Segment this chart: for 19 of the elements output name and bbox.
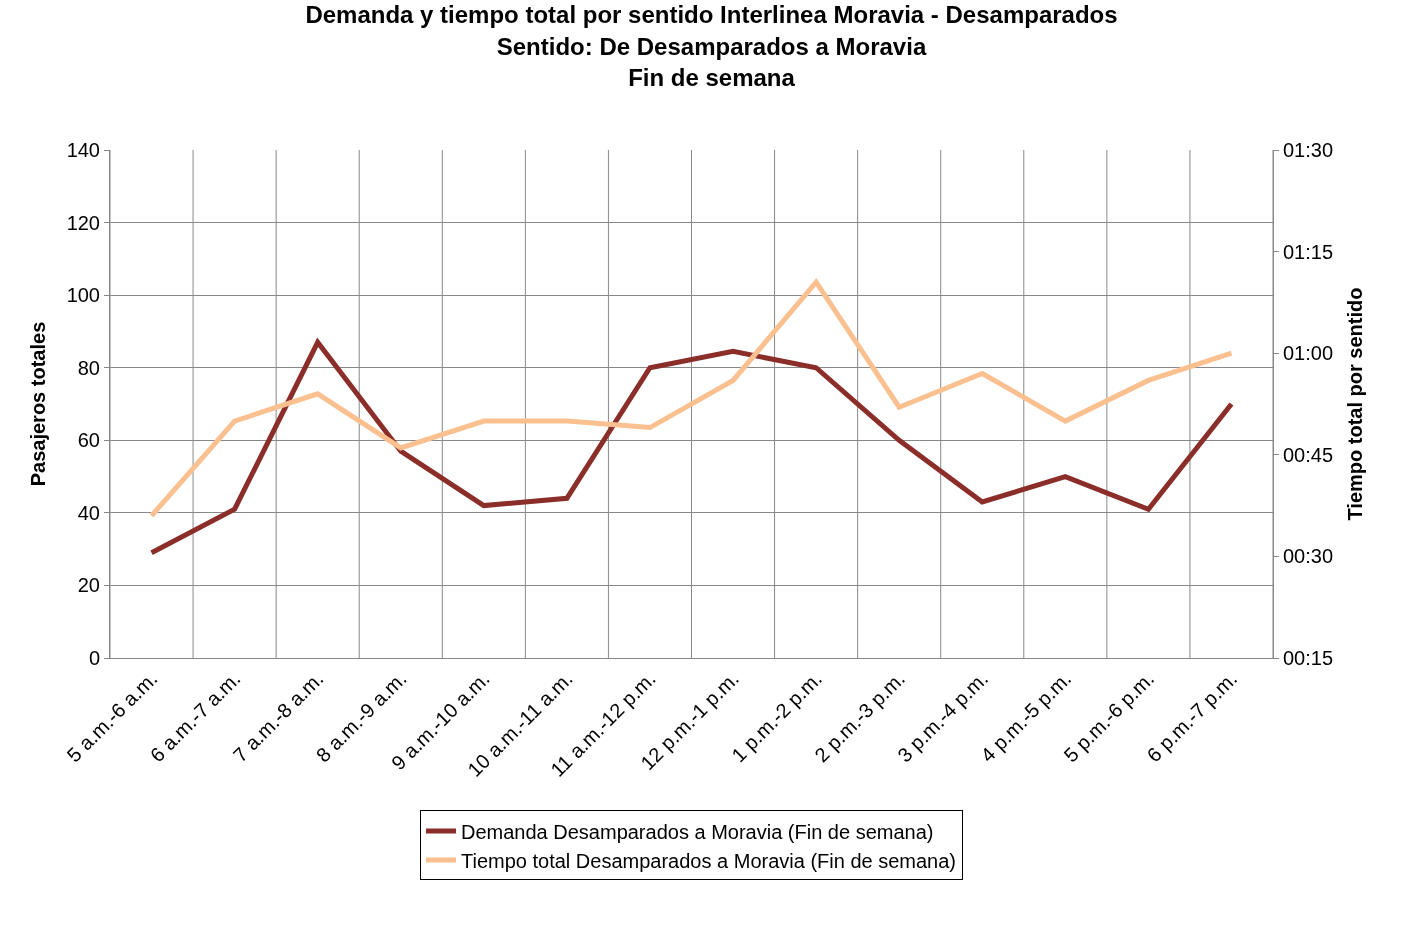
y2-tick-label: 00:15 [1283,647,1334,669]
y-tick-label: 120 [66,211,100,234]
y-tick-label: 100 [66,284,100,307]
y2-axis-title: Tiempo total por sentido [1343,287,1366,521]
y2-tick-label: 01:15 [1283,240,1334,263]
legend-label: Tiempo total Desamparados a Moravia (Fin de semana) [461,849,957,872]
chart-title: Demanda y tiempo total por sentido Interlinea Moravia - Desamparados Sentido: De Desamparados a Moravia Fin de semana [305,1,1118,91]
y-tick-label: 20 [77,574,100,597]
y-tick-label: 0 [88,647,100,669]
y-axis-title: Pasajeros totales [27,321,50,487]
y-tick-label: 140 [66,139,100,161]
y2-tick-label: 00:30 [1283,545,1334,568]
y2-tick-label: 00:45 [1283,443,1334,466]
legend-label: Demanda Desamparados a Moravia (Fin de semana) [461,820,934,843]
y2-tick-label: 01:30 [1283,139,1334,161]
y2-tick-label: 01:00 [1283,342,1334,365]
y-tick-label: 60 [77,429,100,452]
y-tick-label: 40 [77,501,100,524]
y-tick-label: 80 [77,356,100,379]
